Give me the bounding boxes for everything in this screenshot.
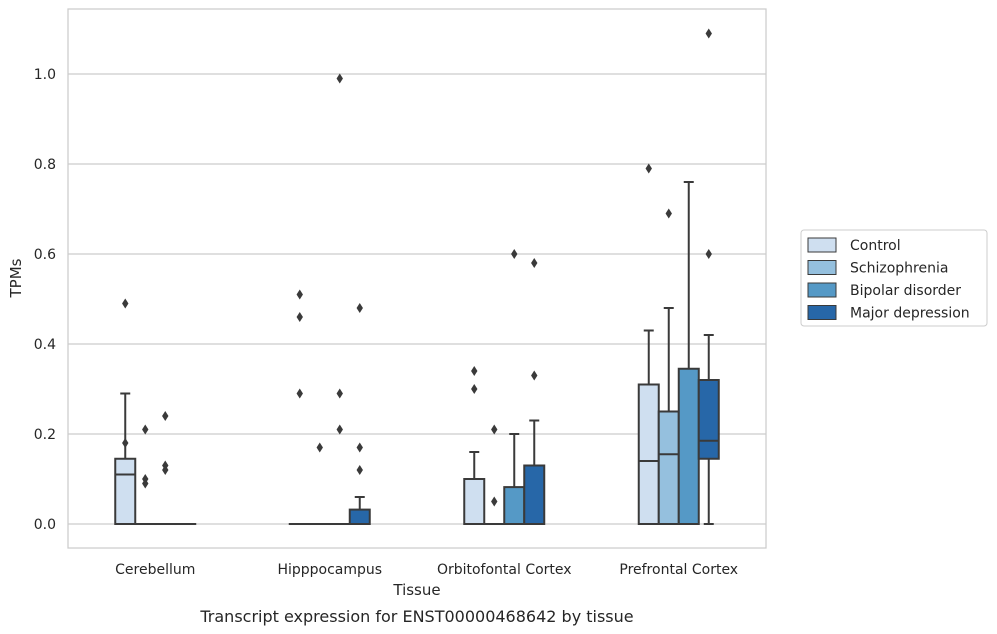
outlier-point [705, 28, 712, 39]
outlier-point [316, 442, 323, 453]
legend-swatch [807, 305, 837, 320]
iqr-box [503, 486, 526, 526]
legend-label: Control [850, 238, 901, 254]
iqr-box [697, 379, 720, 460]
x-tick-label: Prefrontal Cortex [619, 562, 738, 578]
x-axis-ticks: Cerebellum Hipppocampus Orbitofontal Corte… [115, 562, 738, 578]
legend-swatch [807, 260, 837, 275]
box-group [114, 298, 137, 525]
box-group [483, 424, 506, 526]
y-tick-label: 0.2 [34, 427, 56, 443]
iqr-box [657, 410, 680, 525]
y-tick-label: 1.0 [34, 67, 56, 83]
outlier-point [336, 73, 343, 84]
plot-area-frame [67, 8, 767, 549]
outlier-point [645, 163, 652, 174]
outlier-point [531, 370, 538, 381]
outlier-point [491, 424, 498, 435]
outlier-point [356, 442, 363, 453]
legend-frame [800, 229, 988, 327]
outlier-point [471, 366, 478, 376]
y-axis-ticks: 0.0 0.2 0.4 0.6 0.8 1.0 [34, 67, 56, 533]
box-group [503, 249, 526, 526]
legend-label: Major depression [850, 306, 970, 322]
legend-label: Schizophrenia [850, 261, 948, 277]
legend: Control Schizophrenia Bipolar disorder Majo… [800, 229, 988, 327]
outlier-point [296, 289, 303, 300]
legend-label: Bipolar disorder [850, 283, 961, 299]
outlier-point [122, 438, 129, 448]
outlier-point [356, 465, 363, 475]
box-group [328, 73, 351, 526]
outlier-point [296, 312, 303, 322]
x-tick-label: Cerebellum [115, 562, 195, 578]
outlier-point [665, 208, 672, 219]
y-tick-label: 0.8 [34, 157, 56, 173]
outlier-point [142, 424, 149, 435]
x-tick-label: Orbitofontal Cortex [437, 562, 572, 578]
box-group [308, 442, 331, 526]
legend-swatch [807, 237, 837, 253]
outlier-point [336, 388, 343, 399]
outlier-point [356, 303, 363, 313]
box-group [697, 28, 720, 525]
box-group [154, 411, 177, 526]
outlier-point [336, 424, 343, 435]
box-group [657, 208, 680, 525]
iqr-box [348, 508, 371, 526]
box-group [463, 366, 486, 525]
box-marks [114, 28, 720, 526]
outlier-point [491, 496, 498, 507]
iqr-box [523, 464, 546, 525]
outlier-point [511, 249, 518, 259]
y-tick-label: 0.4 [34, 337, 56, 353]
iqr-box [463, 478, 486, 525]
box-group [134, 424, 157, 526]
legend-swatch [807, 282, 837, 298]
x-axis-title: Tissue [392, 581, 440, 599]
y-tick-label: 0.6 [34, 247, 56, 263]
box-group [348, 303, 371, 526]
x-tick-label: Hipppocampus [277, 562, 382, 578]
y-axis-title: TPMs [7, 258, 25, 298]
outlier-point [705, 249, 712, 259]
outlier-point [122, 298, 129, 309]
outlier-point [162, 411, 169, 421]
box-group [677, 181, 700, 525]
y-tick-label: 0.0 [34, 517, 56, 533]
outlier-point [471, 384, 478, 394]
legend-items: Control Schizophrenia Bipolar disorder Majo… [807, 237, 970, 322]
box-group [288, 289, 311, 526]
iqr-box [677, 367, 700, 525]
outlier-point [531, 258, 538, 268]
outlier-point [296, 388, 303, 399]
iqr-box [114, 457, 137, 525]
box-group [523, 258, 546, 525]
iqr-box [637, 383, 660, 525]
chart-caption: Transcript expression for ENST0000046864… [199, 607, 633, 626]
outlier-point [142, 478, 149, 489]
outlier-point [162, 465, 169, 475]
